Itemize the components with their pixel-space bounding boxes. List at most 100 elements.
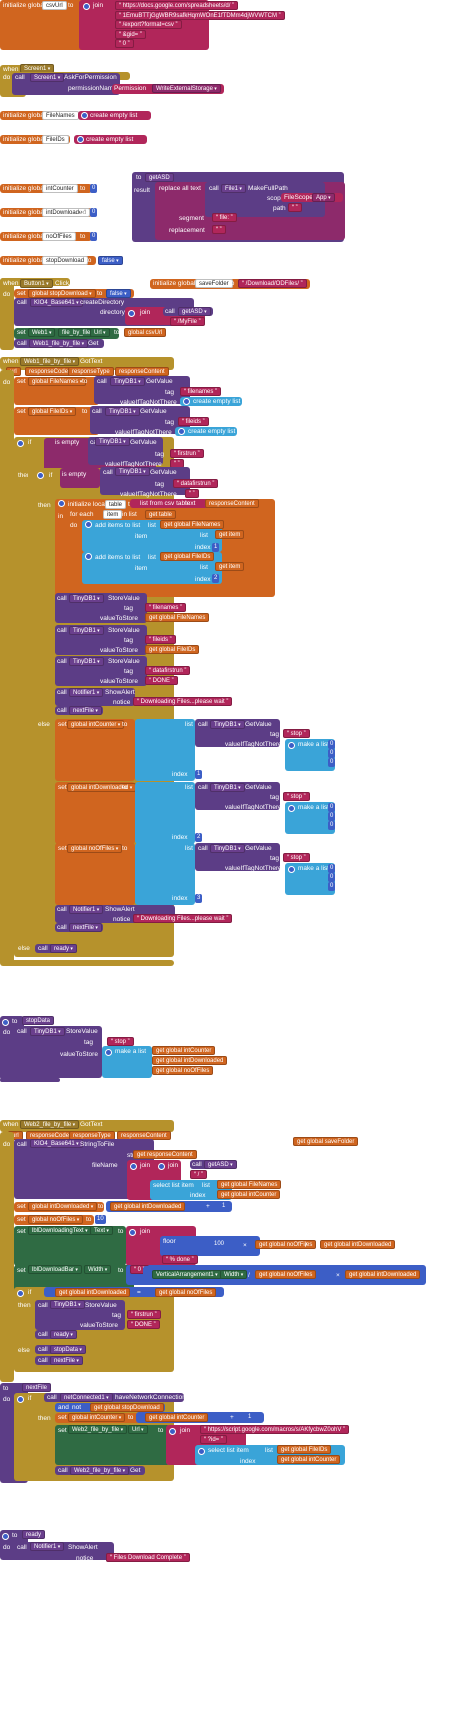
component-dropdown[interactable]: Web2_file_by_file	[20, 1120, 80, 1129]
var-get[interactable]: global csvUrl	[124, 328, 167, 337]
proc-dropdown[interactable]: ready	[50, 944, 77, 953]
when-button1-click-block[interactable]	[0, 278, 14, 350]
create-empty-list[interactable]	[180, 397, 242, 406]
is-empty[interactable]	[60, 468, 100, 488]
proc-name[interactable]: stopData	[22, 1016, 55, 1025]
number-literal[interactable]: 0	[328, 740, 336, 749]
string-literal[interactable]: “ firstrun ”	[170, 449, 204, 458]
number-literal[interactable]: 2	[212, 574, 220, 583]
select-list-item[interactable]	[135, 843, 195, 905]
component-dropdown[interactable]: Web1_file_by_file	[20, 357, 80, 366]
var-get[interactable]: get global noOfFiles	[155, 1288, 217, 1297]
proc-dropdown[interactable]: ready	[50, 1330, 77, 1339]
number-literal[interactable]: 10	[95, 1215, 106, 1224]
select-list-item[interactable]	[150, 1180, 232, 1200]
var-name[interactable]: stopDownload	[42, 256, 89, 265]
join-part-1[interactable]: “ 1EmuBTTjGgWBR9safkHqmWOnE1fTDMm4djWVWT…	[115, 10, 285, 20]
number-literal[interactable]: 0	[328, 864, 336, 873]
var-get[interactable]: get global FileNames	[145, 613, 210, 622]
call-haveconnection[interactable]	[44, 1393, 184, 1402]
component-dropdown[interactable]: Web1	[28, 328, 56, 337]
mutator-gear-icon[interactable]	[85, 553, 92, 560]
var-dropdown[interactable]: global FileIDs	[28, 407, 77, 416]
component-dropdown[interactable]: Notifier1	[30, 1542, 65, 1551]
select-list-item[interactable]	[150, 530, 220, 552]
join-part-2[interactable]: “ /export?format=csv ”	[115, 20, 182, 30]
number-literal[interactable]: 0	[328, 873, 336, 882]
bool-dropdown[interactable]: false	[98, 256, 123, 265]
var-get[interactable]: get global intDownloaded	[110, 1202, 186, 1211]
var-get[interactable]: get global noOfFiles	[255, 1240, 317, 1249]
component-dropdown[interactable]: TinyDB1	[50, 1300, 85, 1309]
string-literal[interactable]: “ fileids ”	[178, 417, 209, 426]
var-get[interactable]: get global stopDownload	[90, 1403, 164, 1412]
string-literal[interactable]: “ datafirstrun ”	[173, 479, 219, 488]
var-get[interactable]: get global FileIDs	[160, 552, 215, 561]
string-literal[interactable]: “ Files Download Complete ”	[106, 1553, 190, 1562]
string-literal[interactable]: “ fileids ”	[145, 635, 176, 644]
number-literal[interactable]: 0	[328, 812, 336, 821]
init-global-filenames-block[interactable]	[0, 111, 74, 120]
component-dropdown[interactable]: TinyDB1	[115, 467, 150, 476]
proc-dropdown[interactable]: nextFile	[69, 706, 102, 715]
string-literal[interactable]: “ Downloading Files...please wait ”	[133, 914, 233, 923]
var-dropdown[interactable]: global intDownloaded	[28, 1202, 98, 1211]
mutator-gear-icon[interactable]	[169, 1428, 176, 1435]
string-literal[interactable]: “ ”	[185, 489, 199, 498]
mutator-gear-icon[interactable]	[17, 440, 24, 447]
var-dropdown[interactable]: global intCounter	[67, 720, 125, 729]
var-name[interactable]: csvUrl	[42, 1, 67, 10]
number-literal[interactable]: 0	[328, 803, 336, 812]
mutator-gear-icon[interactable]	[158, 1163, 165, 1170]
create-empty-list[interactable]	[78, 111, 151, 120]
var-name[interactable]: intDownloaded	[42, 208, 90, 217]
mutator-gear-icon[interactable]	[85, 521, 92, 528]
number-literal[interactable]: 1	[212, 543, 220, 552]
mutator-gear-icon[interactable]	[17, 1396, 24, 1403]
string-literal[interactable]: “ Downloading Files...please wait ”	[133, 697, 233, 706]
var-get[interactable]: get global intDownloaded	[55, 1288, 131, 1297]
loop-var[interactable]: item	[103, 510, 123, 519]
proc-dropdown[interactable]: nextFile	[50, 1356, 83, 1365]
prop-dropdown[interactable]: Text	[90, 1226, 113, 1235]
component-dropdown[interactable]: TinyDB1	[30, 1027, 65, 1036]
number-literal[interactable]: 0	[328, 882, 336, 891]
mutator-gear-icon[interactable]	[288, 866, 295, 873]
number-literal[interactable]: 0	[328, 821, 336, 830]
mutator-gear-icon[interactable]	[2, 1019, 9, 1026]
mutator-gear-icon[interactable]	[288, 742, 295, 749]
component-dropdown[interactable]: Web1_file_by_file	[29, 339, 89, 348]
replacement-string[interactable]: “ ”	[212, 225, 226, 234]
component-dropdown[interactable]: Screen1	[30, 73, 65, 82]
component-dropdown[interactable]: Web2_file_by_file	[68, 1425, 128, 1434]
mutator-gear-icon[interactable]	[58, 500, 65, 507]
number-literal[interactable]: 1	[195, 770, 203, 779]
var-get[interactable]: get global noOfFiles	[255, 1270, 317, 1279]
component-dropdown[interactable]: KIO4_Base641	[30, 1139, 83, 1148]
string-literal[interactable]: “ DONE ”	[145, 676, 178, 685]
join-part-3[interactable]: “ &gid= ”	[115, 29, 146, 39]
component-dropdown[interactable]: File1	[221, 184, 246, 193]
mutator-gear-icon[interactable]	[288, 805, 295, 812]
event-body[interactable]	[0, 1132, 14, 1382]
var-get[interactable]: get global FileIDs	[277, 1445, 332, 1454]
savefolder-string[interactable]: “ /Download/ODFiles/ ”	[238, 279, 307, 288]
component-dropdown[interactable]: TinyDB1	[110, 377, 145, 386]
segment-string[interactable]: “ file: ”	[212, 213, 237, 222]
var-dropdown[interactable]: global noOfFiles	[28, 1215, 84, 1224]
component-dropdown[interactable]: TinyDB1	[69, 594, 104, 603]
event-footer[interactable]	[0, 960, 174, 966]
number-literal[interactable]: 1	[246, 1413, 254, 1422]
mutator-gear-icon[interactable]	[183, 398, 190, 405]
component-dropdown[interactable]: Button1	[20, 279, 53, 288]
join-part-4[interactable]: “ 0 ”	[115, 39, 134, 49]
mutator-gear-icon[interactable]	[178, 428, 185, 435]
mutator-gear-icon[interactable]	[37, 472, 44, 479]
string-literal[interactable]: “ DONE ”	[127, 1320, 160, 1329]
compare-block[interactable]	[44, 1287, 224, 1297]
prop-dropdown[interactable]: Width	[220, 1270, 248, 1279]
component-dropdown[interactable]: TinyDB1	[210, 783, 245, 792]
string-literal[interactable]: “ ?id= ”	[200, 1435, 227, 1444]
mutator-gear-icon[interactable]	[105, 1049, 112, 1056]
